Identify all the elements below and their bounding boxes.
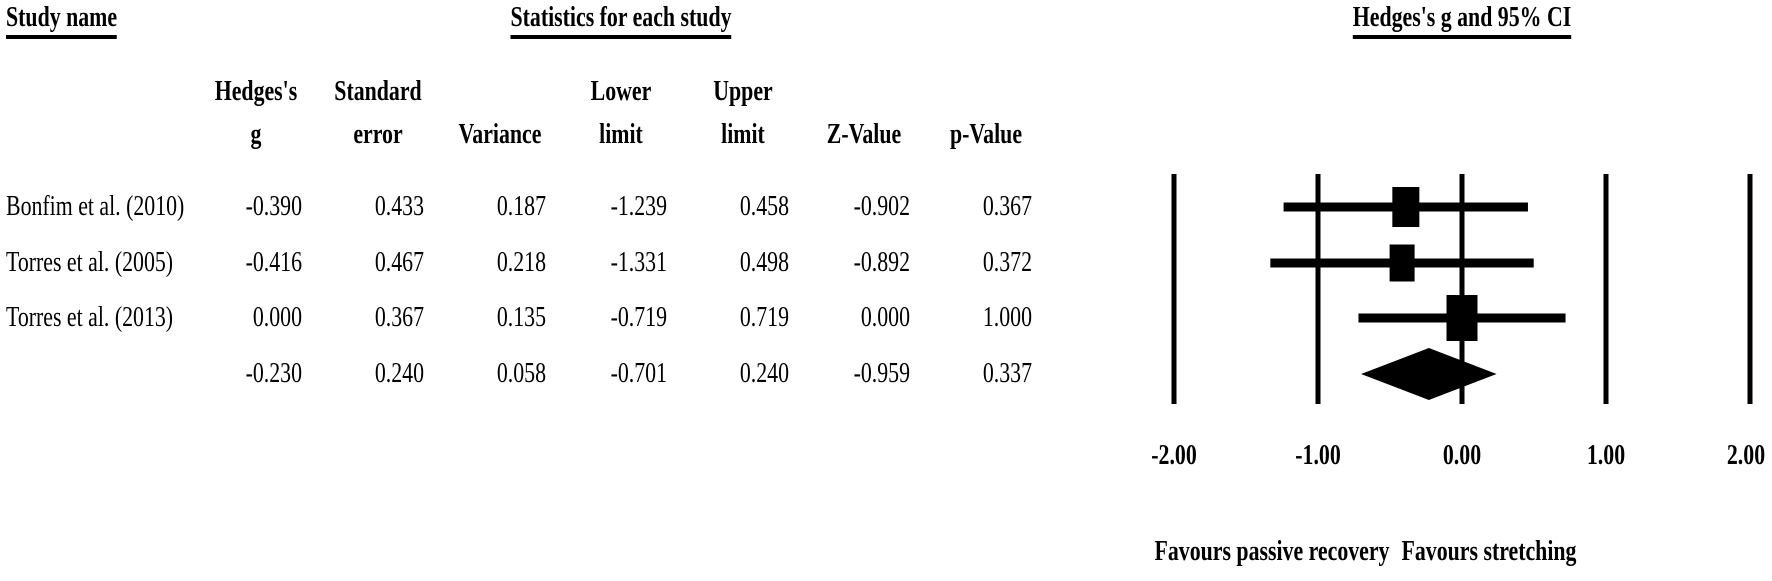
summary-diamond <box>1361 348 1497 400</box>
cell-z-value: 0.000 <box>860 302 910 333</box>
cell-lower-limit: -1.239 <box>610 191 667 222</box>
cell-z-value: -0.902 <box>853 191 910 222</box>
effect-square <box>1389 244 1415 282</box>
study-name-label: Bonfim et al. (2010) <box>6 191 185 222</box>
cell-variance: 0.187 <box>496 191 546 222</box>
statistics-section-title: Statistics for each study <box>510 3 732 39</box>
cell-lower-limit: -0.719 <box>610 302 667 333</box>
cell-p-value: 0.372 <box>982 247 1032 278</box>
summary-hedges-g: -0.230 <box>245 358 302 389</box>
col-header-z-value: Z-Value <box>826 119 902 150</box>
axis-tick-label: -2.00 <box>1151 440 1197 471</box>
summary-lower-limit: -0.701 <box>610 358 667 389</box>
cell-hedges-g: 0.000 <box>252 302 302 333</box>
col-header-standard-error: error <box>353 119 403 150</box>
cell-upper-limit: 0.498 <box>739 247 789 278</box>
cell-lower-limit: -1.331 <box>610 247 667 278</box>
study-name-label: Torres et al. (2013) <box>6 302 174 333</box>
summary-p-value: 0.337 <box>982 358 1032 389</box>
col-header-upper-limit: limit <box>721 119 765 150</box>
cell-p-value: 1.000 <box>982 302 1032 333</box>
study-name-column-title: Study name <box>6 3 118 39</box>
cell-hedges-g: -0.390 <box>245 191 302 222</box>
summary-standard-error: 0.240 <box>374 358 424 389</box>
ci-section-title: Hedges's g and 95% CI <box>1352 3 1572 39</box>
cell-hedges-g: -0.416 <box>245 247 302 278</box>
axis-tick-label: 2.00 <box>1726 440 1766 471</box>
col-header-lower-limit: limit <box>599 119 643 150</box>
col-header-lower-limit: Lower <box>590 76 652 107</box>
axis-tick-label: 0.00 <box>1442 440 1482 471</box>
col-header-hedges-g: Hedges's <box>214 76 298 107</box>
cell-standard-error: 0.367 <box>374 302 424 333</box>
summary-z-value: -0.959 <box>853 358 910 389</box>
col-header-standard-error: Standard <box>334 76 422 107</box>
favours-right-label: Favours stretching <box>1401 536 1577 567</box>
summary-variance: 0.058 <box>496 358 546 389</box>
col-header-upper-limit: Upper <box>713 76 773 107</box>
axis-tick-label: -1.00 <box>1295 440 1341 471</box>
cell-p-value: 0.367 <box>982 191 1032 222</box>
cell-upper-limit: 0.719 <box>739 302 789 333</box>
cell-z-value: -0.892 <box>853 247 910 278</box>
effect-square <box>1446 295 1478 341</box>
cell-standard-error: 0.433 <box>374 191 424 222</box>
col-header-variance: Variance <box>458 119 542 150</box>
col-header-p-value: p-Value <box>949 119 1023 150</box>
cell-standard-error: 0.467 <box>374 247 424 278</box>
cell-variance: 0.218 <box>496 247 546 278</box>
col-header-hedges-g: g <box>250 119 262 150</box>
axis-tick-label: 1.00 <box>1586 440 1626 471</box>
cell-upper-limit: 0.458 <box>739 191 789 222</box>
cell-variance: 0.135 <box>496 302 546 333</box>
summary-upper-limit: 0.240 <box>739 358 789 389</box>
study-name-label: Torres et al. (2005) <box>6 247 174 278</box>
favours-left-label: Favours passive recovery <box>1154 536 1390 567</box>
effect-square <box>1392 187 1420 227</box>
